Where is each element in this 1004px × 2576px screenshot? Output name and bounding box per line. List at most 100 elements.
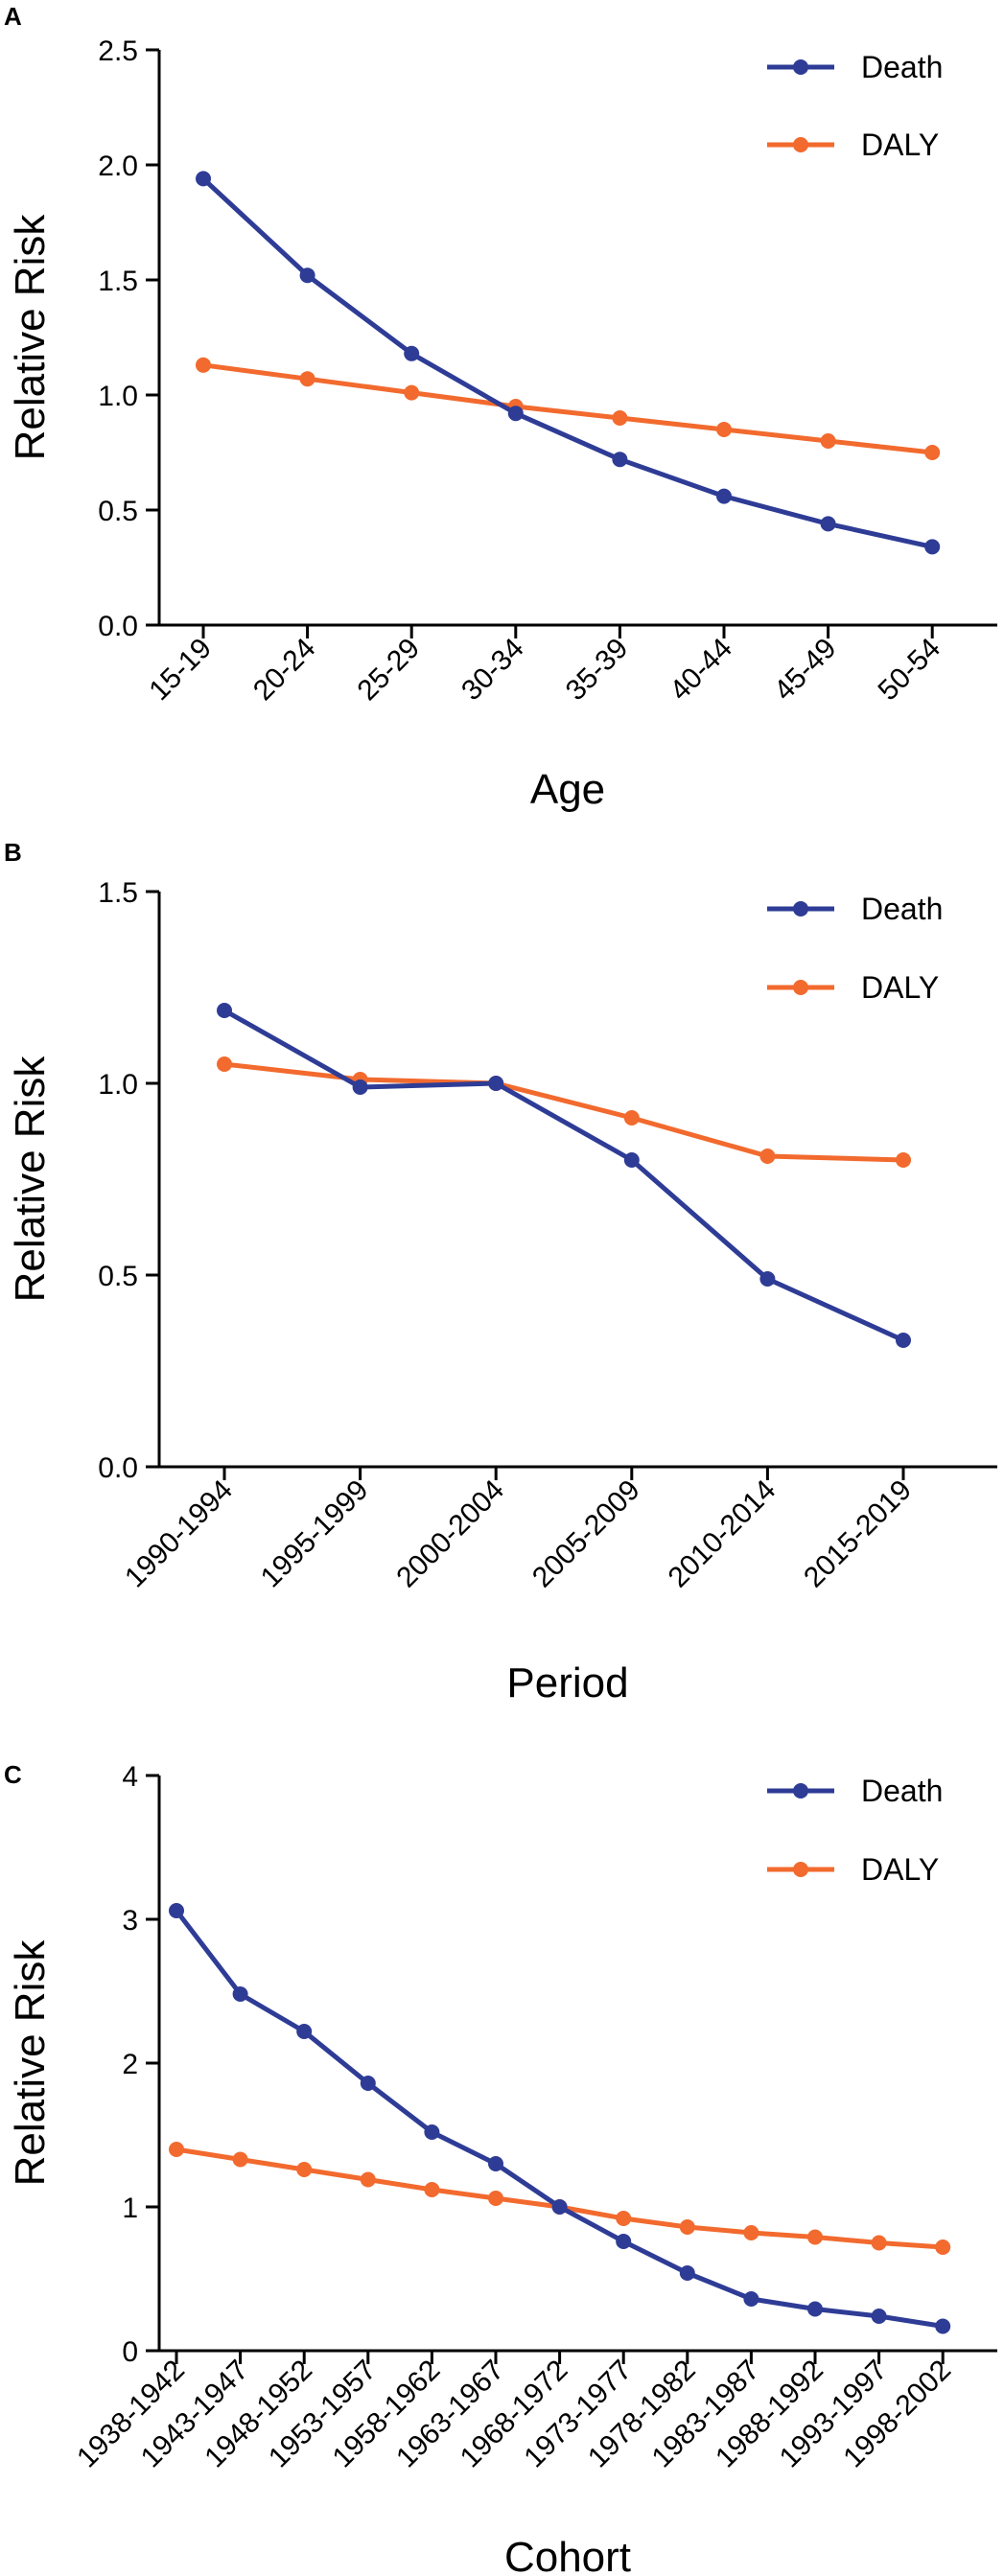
data-point-daly	[871, 2235, 887, 2251]
x-tick-label: 25-29	[352, 633, 427, 708]
data-point-death	[551, 2199, 568, 2215]
x-tick-label: 1990-1994	[119, 1474, 239, 1594]
y-tick-label: 1.5	[98, 877, 138, 909]
data-point-death	[404, 345, 420, 361]
y-axis-title: Relative Risk	[7, 1939, 54, 2187]
x-tick-label: 2015-2019	[798, 1474, 918, 1594]
y-tick-label: 4	[122, 1761, 138, 1793]
data-point-daly	[232, 2151, 248, 2168]
data-point-daly	[360, 2171, 376, 2188]
data-point-daly	[424, 2182, 440, 2197]
y-tick-label: 1	[122, 2193, 138, 2224]
data-point-death	[169, 1903, 184, 1918]
data-point-daly	[743, 2225, 759, 2240]
data-point-death	[935, 2318, 951, 2334]
data-point-death	[232, 1986, 248, 2002]
data-point-death	[716, 488, 732, 504]
data-point-daly	[296, 2162, 313, 2177]
series-line-death	[175, 1909, 944, 2329]
data-point-death	[623, 1152, 640, 1168]
chart-panel-a: A 0.0 0.5 1.0 1.5 2.0 2.5 15-19 20-24 25-29 30-34 3…	[4, 2, 997, 813]
data-point-death	[507, 406, 524, 422]
data-point-daly	[488, 2191, 503, 2206]
data-point-death	[924, 539, 941, 555]
data-point-death	[217, 1003, 232, 1018]
x-axis-title: Period	[506, 1659, 628, 1706]
data-point-daly	[896, 1152, 911, 1168]
x-tick-label: 2005-2009	[526, 1474, 646, 1594]
data-point-daly	[623, 1110, 640, 1126]
y-tick-label: 0.0	[98, 1452, 138, 1484]
data-point-daly	[299, 371, 315, 387]
x-tick-label: 50-54	[873, 633, 947, 708]
data-point-death	[612, 452, 628, 468]
data-point-death	[759, 1271, 776, 1287]
y-axis-title: Relative Risk	[7, 1056, 54, 1303]
y-tick-label: 1.0	[98, 381, 138, 412]
data-point-daly	[169, 2142, 184, 2157]
x-axis-title: Cohort	[504, 2534, 631, 2576]
y-tick-label: 2	[122, 2049, 138, 2080]
series-line-death	[201, 176, 933, 549]
series-line-death	[222, 1008, 905, 1343]
panel-letter: B	[4, 838, 22, 867]
y-tick-label: 3	[122, 1905, 138, 1937]
x-tick-label: 2000-2004	[390, 1474, 510, 1594]
data-point-daly	[759, 1149, 776, 1164]
y-tick-label: 0.5	[98, 1261, 138, 1292]
legend-label-daly: DALY	[861, 970, 939, 1005]
legend-marker-daly	[793, 980, 808, 995]
data-point-daly	[935, 2239, 951, 2255]
data-point-daly	[924, 445, 941, 460]
y-axis-title: Relative Risk	[7, 214, 54, 461]
y-tick-label: 2.0	[98, 151, 138, 182]
panel-letter: A	[4, 2, 22, 31]
y-tick-label: 1.0	[98, 1069, 138, 1101]
y-tick-label: 1.5	[98, 266, 138, 297]
x-axis-title: Age	[530, 766, 605, 813]
data-point-death	[488, 2156, 503, 2171]
x-tick-label: 30-34	[455, 633, 530, 708]
data-point-death	[488, 1076, 504, 1091]
data-point-daly	[616, 2211, 632, 2226]
y-tick-label: 0.0	[98, 611, 138, 642]
data-point-death	[360, 2076, 376, 2091]
x-tick-label: 40-44	[664, 633, 738, 708]
x-tick-label: 35-39	[560, 633, 635, 708]
legend-marker-death	[793, 901, 808, 917]
y-tick-label: 2.5	[98, 35, 138, 67]
series-line-daly	[175, 2147, 944, 2250]
data-point-daly	[217, 1056, 232, 1072]
legend-marker-daly	[793, 137, 808, 152]
data-point-death	[807, 2301, 823, 2317]
data-point-death	[743, 2291, 759, 2307]
legend-label-death: Death	[861, 1774, 943, 1808]
data-point-death	[424, 2124, 440, 2140]
data-point-daly	[612, 410, 628, 426]
data-point-death	[820, 516, 836, 532]
x-tick-label: 15-19	[143, 633, 218, 708]
chart-panel-b: B 0.0 0.5 1.0 1.5 1990-1994 1995-1999 2000-2004…	[4, 838, 997, 1706]
y-tick-label: 0	[122, 2336, 138, 2368]
data-point-death	[352, 1079, 368, 1095]
x-tick-label: 2010-2014	[663, 1474, 782, 1594]
x-tick-label: 45-49	[768, 633, 843, 708]
series-line-daly	[202, 362, 933, 455]
legend-label-death: Death	[861, 50, 943, 84]
legend-marker-death	[793, 59, 808, 75]
data-point-death	[299, 267, 315, 284]
data-point-death	[871, 2309, 887, 2324]
series-line-daly	[223, 1061, 904, 1163]
data-point-daly	[807, 2229, 823, 2245]
x-tick-label: 20-24	[247, 633, 322, 708]
legend-marker-daly	[793, 1862, 808, 1877]
legend-label-death: Death	[861, 892, 943, 926]
data-point-death	[896, 1333, 911, 1348]
data-point-daly	[404, 384, 420, 401]
chart-panel-c: C012341938-19421943-19471948-19521953-19…	[4, 1760, 997, 2576]
data-point-death	[296, 2024, 313, 2039]
panel-letter: C	[4, 1760, 22, 1789]
legend-marker-death	[793, 1783, 808, 1799]
data-point-death	[679, 2265, 695, 2281]
